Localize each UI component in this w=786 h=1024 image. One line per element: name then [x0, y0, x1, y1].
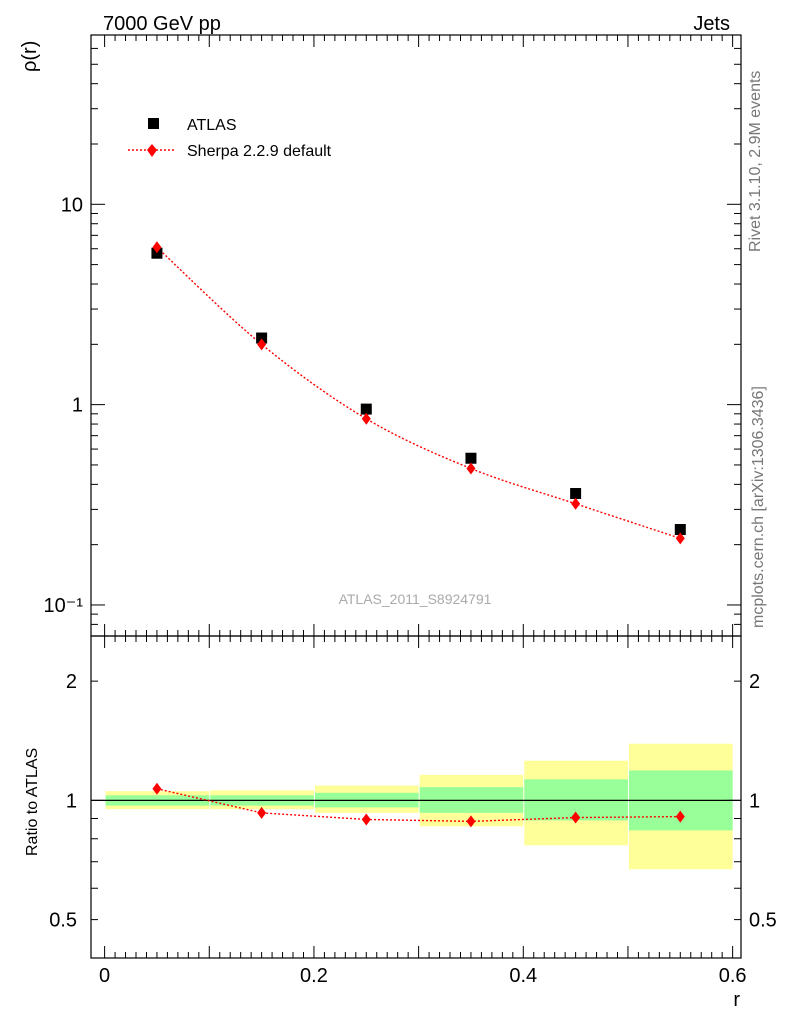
rivet-version-label: Rivet 3.1.10, 2.9M events: [747, 71, 764, 252]
ratio-ylabel: Ratio to ATLAS: [24, 748, 41, 856]
ratio-y-tick-label-right: 2: [749, 671, 760, 693]
ratio-y-tick-label-right: 0.5: [749, 910, 777, 932]
ratio-sherpa-point: [361, 813, 371, 826]
ratio-y-tick-label-left: 2: [66, 671, 77, 693]
ratio-sherpa-point: [675, 810, 685, 823]
main-y-tick-label: 10: [61, 194, 83, 216]
legend: ATLAS Sherpa 2.2.9 default: [128, 117, 332, 160]
x-tick-label: 0.6: [719, 965, 747, 987]
x-tick-label: 0: [99, 965, 110, 987]
sherpa-data-point: [152, 241, 162, 254]
mcplots-label: mcplots.cern.ch [arXiv:1306.3436]: [750, 386, 767, 628]
header-left-label: 7000 GeV pp: [103, 13, 221, 35]
x-tick-label: 0.2: [300, 965, 328, 987]
x-tick-label: 0.4: [509, 965, 537, 987]
ratio-y-tick-label-left: 0.5: [49, 910, 77, 932]
ratio-sherpa-point: [466, 815, 476, 828]
legend-label-atlas: ATLAS: [187, 117, 237, 134]
sherpa-data-point: [675, 532, 685, 545]
main-y-tick-label: 10⁻¹: [44, 595, 84, 617]
ratio-y-tick-label-right: 1: [749, 790, 760, 812]
ratio-frame: [90, 635, 742, 959]
main-y-tick-label: 1: [72, 395, 83, 417]
ratio-sherpa-point: [571, 811, 581, 824]
ratio-sherpa-point: [257, 806, 267, 819]
sherpa-line: [156, 246, 681, 540]
ratio-sherpa-point: [152, 782, 162, 795]
atlas-data-point: [674, 524, 686, 536]
sherpa-data-point: [466, 462, 476, 475]
ratio-panel: 2 2 1 1 0.5 0.5 0 0.2 0.4 0.6: [49, 635, 777, 987]
header-right-label: Jets: [693, 13, 730, 35]
sherpa-data-point: [361, 412, 371, 425]
x-axis-label: r: [733, 989, 740, 1011]
ratio-sherpa-line: [156, 788, 681, 823]
main-ylabel: ρ(r): [19, 41, 41, 72]
atlas-data-point: [570, 488, 582, 500]
atlas-data-point: [360, 403, 372, 415]
analysis-label: ATLAS_2011_S8924791: [339, 591, 492, 607]
legend-label-sherpa: Sherpa 2.2.9 default: [187, 143, 332, 160]
sherpa-data-point: [571, 497, 581, 510]
atlas-data-point: [465, 452, 477, 464]
sherpa-data-point: [257, 338, 267, 351]
atlas-data-point: [256, 332, 268, 344]
legend-marker-sherpa: [147, 144, 157, 157]
ratio-y-tick-label-left: 1: [66, 790, 77, 812]
legend-marker-atlas: [148, 118, 159, 129]
